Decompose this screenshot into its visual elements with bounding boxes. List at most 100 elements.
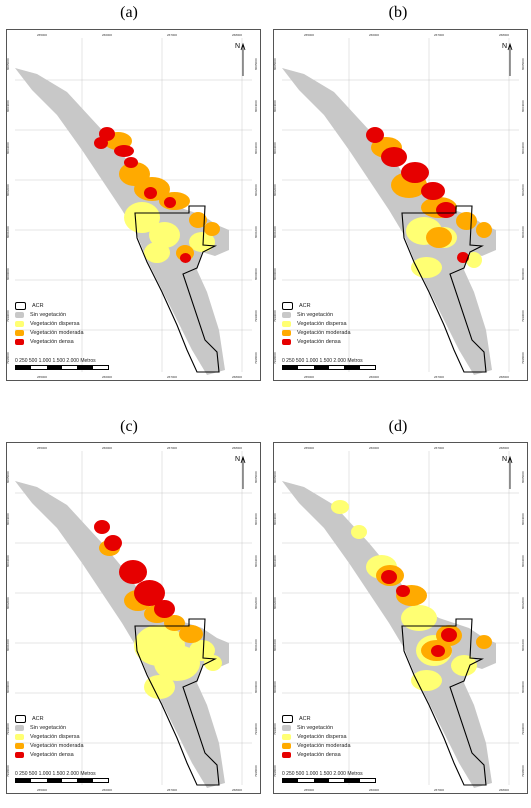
tick-label-top: 266000 (102, 446, 112, 450)
vegetation-orange-patch (476, 222, 492, 238)
vegetation-red-patch (421, 182, 445, 200)
tick-label-right: 8002000 (521, 184, 525, 196)
tick-label-right: 8005000 (521, 58, 525, 70)
tick-label-right: 8004000 (254, 100, 258, 112)
tick-label-bottom: 265000 (37, 375, 47, 379)
vegetation-red-patch (180, 253, 191, 263)
tick-label-top: 265000 (37, 446, 47, 450)
scale-bar-graphic (282, 365, 376, 370)
legend-item: ACR (282, 301, 351, 310)
tick-label-left: 7998000 (274, 765, 277, 777)
vegetation-yellow-patch (351, 525, 367, 539)
legend-item: Vegetación dispersa (282, 732, 351, 741)
legend-label: Vegetación densa (297, 338, 341, 345)
vegetation-orange-patch (179, 625, 203, 643)
tick-label-left: 8003000 (274, 142, 277, 154)
tick-label-left: 7999000 (7, 723, 10, 735)
vegetation-yellow-patch (149, 222, 180, 248)
vegetation-red-patch (154, 600, 175, 618)
tick-label-right: 8003000 (521, 555, 525, 567)
scale-bar: 0 250 500 1.000 1.500 2.000 Metros (282, 358, 376, 370)
vegetation-yellow-patch (144, 675, 175, 699)
blob-yellow-icon (282, 320, 291, 327)
vegetation-red-patch (104, 535, 122, 551)
map-panel-c: 265000 266000 267000 268000 265000 266000 2670… (6, 442, 261, 794)
legend-item: Vegetación densa (15, 337, 84, 346)
map-canvas: 265000 266000 267000 268000 265000 266000 2670… (274, 33, 525, 379)
blob-orange-icon (15, 329, 24, 336)
land-area (15, 68, 229, 375)
tick-label-left: 8004000 (7, 513, 10, 525)
tick-label-left: 7999000 (7, 310, 10, 322)
scale-tick-labels: 0 250 500 1.000 1.500 2.000 Metros (15, 771, 96, 777)
blob-gray-icon (282, 724, 291, 731)
tick-label-top: 265000 (304, 446, 314, 450)
acr-boundary (134, 205, 220, 373)
north-arrow-icon: N (235, 43, 240, 50)
tick-label-top: 267000 (434, 33, 444, 37)
vegetation-orange-patch (204, 222, 220, 236)
legend-label: Vegetación moderada (297, 742, 351, 749)
tick-label-left: 8001000 (274, 639, 277, 651)
legend-item: Sin vegetación (282, 310, 351, 319)
tick-label-right: 8001000 (254, 226, 258, 238)
legend-item: ACR (15, 714, 84, 723)
legend-label: ACR (32, 302, 44, 309)
legend-item: Vegetación moderada (282, 328, 351, 337)
legend-label: Sin vegetación (30, 311, 67, 318)
tick-label-top: 266000 (369, 446, 379, 450)
blob-gray-icon (282, 311, 291, 318)
map-panel-b: 265000 266000 267000 268000 265000 266000 2670… (273, 29, 528, 381)
tick-label-left: 8004000 (274, 513, 277, 525)
tick-label-right: 8000000 (521, 268, 525, 280)
tick-label-left: 8001000 (7, 226, 10, 238)
legend: ACR Sin vegetación Vegetación dispersa Vege… (15, 714, 84, 759)
legend-item: ACR (15, 301, 84, 310)
legend-item: Vegetación dispersa (282, 319, 351, 328)
blob-gray-icon (15, 311, 24, 318)
tick-label-left: 7998000 (274, 352, 277, 364)
tick-label-right: 8003000 (254, 142, 258, 154)
legend-label: Vegetación moderada (30, 742, 84, 749)
tick-label-right: 8004000 (521, 100, 525, 112)
tick-label-bottom: 267000 (434, 375, 444, 379)
land-area (282, 481, 496, 788)
tick-label-left: 8002000 (274, 184, 277, 196)
legend-item: Vegetación densa (15, 750, 84, 759)
tick-label-bottom: 268000 (499, 375, 509, 379)
tick-label-right: 7999000 (254, 310, 258, 322)
tick-label-right: 8002000 (521, 597, 525, 609)
vegetation-orange-patch (164, 615, 185, 631)
tick-label-right: 8004000 (254, 513, 258, 525)
blob-red-icon (15, 751, 24, 758)
vegetation-red-patch (431, 645, 445, 657)
vegetation-red-patch (94, 520, 110, 534)
scale-bar-graphic (282, 778, 376, 783)
vegetation-yellow-patch (144, 242, 170, 263)
legend-label: Vegetación dispersa (30, 320, 80, 327)
vegetation-red-patch (381, 570, 397, 584)
tick-label-top: 266000 (102, 33, 112, 37)
legend-item: Vegetación densa (282, 337, 351, 346)
vegetation-orange-patch (476, 635, 492, 649)
tick-label-top: 266000 (369, 33, 379, 37)
scale-bar: 0 250 500 1.000 1.500 2.000 Metros (282, 771, 376, 783)
north-arrow-icon: N (502, 456, 507, 463)
legend-item: Sin vegetación (282, 723, 351, 732)
acr-boundary (134, 618, 220, 786)
tick-label-left: 8005000 (274, 471, 277, 483)
outline-polygon-icon (282, 714, 293, 723)
legend-label: Vegetación dispersa (30, 733, 80, 740)
tick-label-bottom: 267000 (434, 788, 444, 792)
legend-item: Vegetación moderada (15, 741, 84, 750)
north-arrow-line (240, 42, 246, 76)
legend-label: Vegetación dispersa (297, 320, 347, 327)
tick-label-left: 8005000 (7, 471, 10, 483)
tick-label-top: 267000 (167, 446, 177, 450)
vegetation-red-patch (366, 127, 384, 143)
vegetation-red-patch (124, 157, 138, 168)
tick-label-bottom: 265000 (37, 788, 47, 792)
tick-label-bottom: 266000 (369, 788, 379, 792)
tick-label-left: 8005000 (7, 58, 10, 70)
tick-label-right: 8000000 (254, 268, 258, 280)
